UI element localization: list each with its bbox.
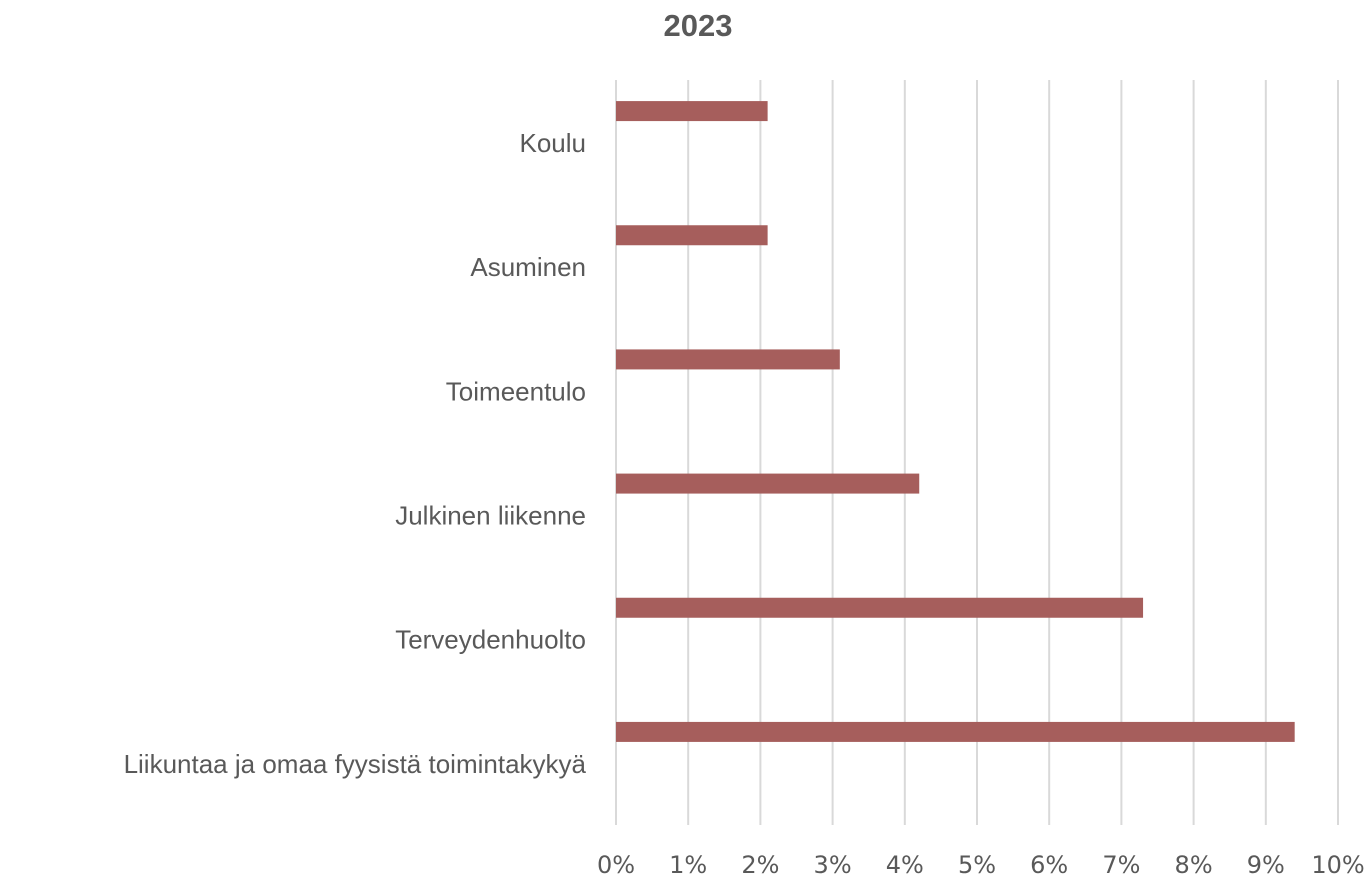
bar	[616, 101, 768, 122]
x-tick-label: 7%	[1102, 851, 1140, 879]
x-tick-label: 8%	[1175, 851, 1213, 879]
bar	[616, 349, 840, 370]
y-tick-label: Koulu	[520, 128, 587, 158]
y-tick-label: Asuminen	[470, 252, 586, 282]
x-tick-label: 9%	[1247, 851, 1285, 879]
bar	[616, 225, 768, 246]
bar	[616, 473, 920, 494]
bar	[616, 721, 1295, 742]
x-tick-label: 1%	[669, 851, 707, 879]
bar	[616, 597, 1144, 618]
x-tick-label: 10%	[1311, 851, 1364, 879]
x-tick-label: 4%	[886, 851, 924, 879]
x-tick-label: 3%	[814, 851, 852, 879]
x-tick-label: 5%	[958, 851, 996, 879]
y-tick-label: Julkinen liikenne	[395, 500, 586, 530]
y-tick-label: Terveydenhuolto	[395, 625, 586, 655]
y-tick-label: Toimeentulo	[446, 376, 586, 406]
x-tick-label: 0%	[597, 851, 635, 879]
y-tick-label: Liikuntaa ja omaa fyysistä toimintakykyä	[124, 749, 587, 779]
x-tick-label: 2%	[741, 851, 779, 879]
x-tick-label: 6%	[1030, 851, 1068, 879]
chart-title: 2023	[664, 8, 733, 43]
